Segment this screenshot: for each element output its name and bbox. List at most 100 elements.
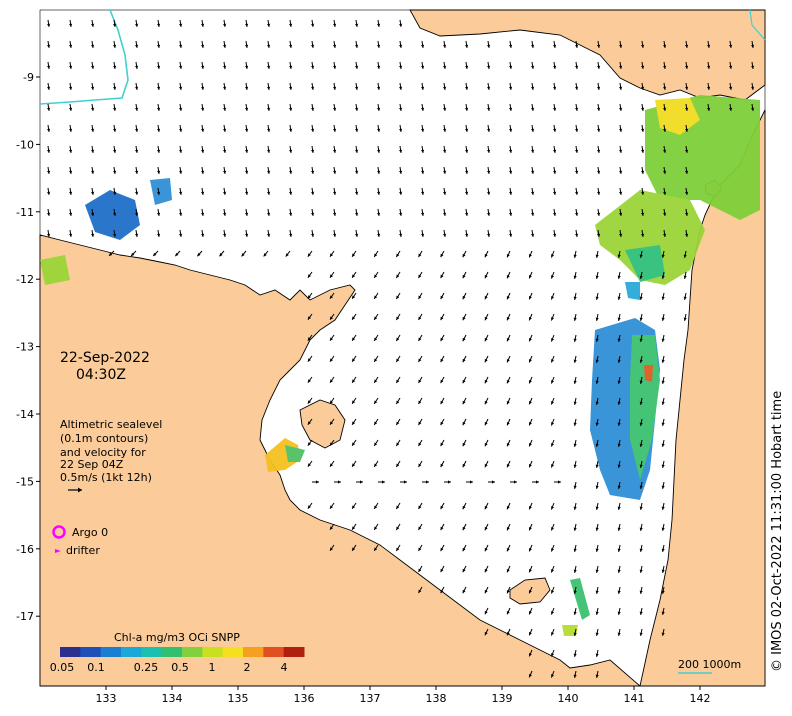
velocity-arrow-head [440, 379, 444, 384]
chl-patch-west-cape-blue [625, 282, 640, 300]
velocity-arrow-head [484, 547, 488, 552]
velocity-arrow-head [531, 128, 535, 132]
velocity-arrow-head [443, 107, 447, 111]
colorbar-segment [263, 647, 285, 657]
velocity-arrow-head [573, 464, 577, 468]
boundary-line-right [749, 9, 766, 41]
velocity-arrow-head [597, 44, 601, 48]
velocity-arrow-head [617, 338, 621, 342]
velocity-arrow-head [551, 275, 555, 279]
velocity-arrow-head [506, 274, 510, 279]
velocity-arrow-head [661, 485, 665, 489]
velocity-arrow-head [201, 191, 205, 195]
velocity-arrow-head [619, 233, 623, 237]
velocity-arrow-head [617, 611, 621, 615]
velocity-arrow-head [377, 44, 381, 48]
velocity-arrow-head [157, 44, 161, 48]
velocity-arrow-head [487, 86, 491, 90]
velocity-arrow-head [443, 44, 447, 48]
colorbar-segment [283, 647, 305, 657]
velocity-arrow-head [639, 506, 643, 510]
velocity-arrow-head [573, 611, 577, 615]
velocity-arrow-head [333, 23, 337, 27]
velocity-arrow-head [484, 295, 488, 300]
velocity-arrow-head [641, 107, 645, 111]
velocity-arrow-head [113, 44, 117, 48]
velocity-arrow-head [418, 295, 422, 300]
velocity-arrow-head [135, 149, 139, 153]
velocity-arrow-head [661, 317, 665, 321]
velocity-arrow-head [595, 254, 599, 258]
velocity-arrow-head [617, 317, 621, 321]
velocity-arrow-head [619, 191, 623, 195]
velocity-arrow-head [377, 149, 381, 153]
x-tick-label: 135 [228, 692, 249, 705]
velocity-arrow-head [329, 400, 334, 404]
velocity-arrow-head [536, 480, 539, 484]
velocity-arrow-head [553, 212, 557, 216]
velocity-arrow-head [267, 170, 271, 174]
velocity-arrow-head [352, 463, 356, 467]
velocity-arrow-head [47, 233, 51, 237]
velocity-arrow-head [421, 191, 425, 195]
velocity-arrow-head [223, 128, 227, 132]
velocity-arrow-head [484, 442, 488, 447]
velocity-arrow-head [223, 86, 227, 90]
legend-line-4: 22 Sep 04Z [60, 458, 124, 471]
velocity-arrow-head [352, 316, 356, 320]
velocity-arrow-head [506, 358, 510, 363]
velocity-arrow-head [377, 233, 381, 237]
colorbar-tick-label: 1 [209, 661, 216, 674]
velocity-arrow-head [399, 86, 403, 90]
velocity-arrow-head [352, 400, 356, 404]
velocity-arrow-head [617, 401, 621, 405]
velocity-arrow-head [573, 380, 577, 384]
velocity-arrow-head [223, 212, 227, 216]
velocity-arrow-head [484, 316, 488, 321]
velocity-arrow-head [289, 128, 293, 132]
velocity-arrow-head [506, 295, 510, 300]
velocity-arrow-head [551, 317, 555, 321]
velocity-arrow-head [639, 317, 643, 321]
velocity-arrow-head [617, 464, 621, 468]
velocity-arrow-head [484, 631, 488, 636]
velocity-arrow-head [551, 569, 555, 573]
velocity-arrow-head [355, 191, 359, 195]
velocity-arrow-head [421, 149, 425, 153]
velocity-arrow-head [617, 548, 621, 552]
velocity-arrow-head [663, 212, 667, 216]
copyright-label: © IMOS 02-Oct-2022 11:31:00 Hobart time [770, 391, 785, 672]
velocity-arrow-head [440, 337, 444, 342]
velocity-arrow-head [333, 149, 337, 153]
velocity-arrow-head [595, 548, 599, 552]
velocity-arrow-head [663, 191, 667, 195]
velocity-arrow-head [595, 443, 599, 447]
velocity-arrow-head [352, 253, 356, 257]
velocity-arrow-head [506, 589, 510, 594]
velocity-arrow-head [355, 86, 359, 90]
velocity-arrow-head [509, 44, 513, 48]
velocity-arrow-head [663, 65, 667, 69]
velocity-arrow-head [639, 590, 643, 594]
velocity-arrow-head [418, 421, 422, 426]
velocity-arrow-head [179, 44, 183, 48]
velocity-arrow-head [223, 65, 227, 69]
velocity-arrow-head [465, 149, 469, 153]
velocity-arrow-head [113, 65, 117, 69]
velocity-arrow-head [617, 485, 621, 489]
velocity-arrow-head [153, 252, 157, 257]
chl-patch-west-cape-green [625, 245, 665, 282]
velocity-arrow-head [639, 611, 643, 615]
velocity-arrow-head [685, 233, 689, 237]
velocity-arrow-head [514, 480, 517, 484]
velocity-arrow-head [595, 380, 599, 384]
velocity-arrow-head [617, 632, 621, 636]
velocity-arrow-head [245, 149, 249, 153]
velocity-arrow-head [575, 149, 579, 153]
velocity-arrow-head [418, 547, 422, 552]
velocity-arrow-head [484, 463, 488, 468]
velocity-arrow-head [396, 505, 400, 509]
velocity-arrow-head [355, 23, 359, 27]
velocity-arrow-head [639, 401, 643, 405]
velocity-arrow-head [396, 253, 400, 257]
